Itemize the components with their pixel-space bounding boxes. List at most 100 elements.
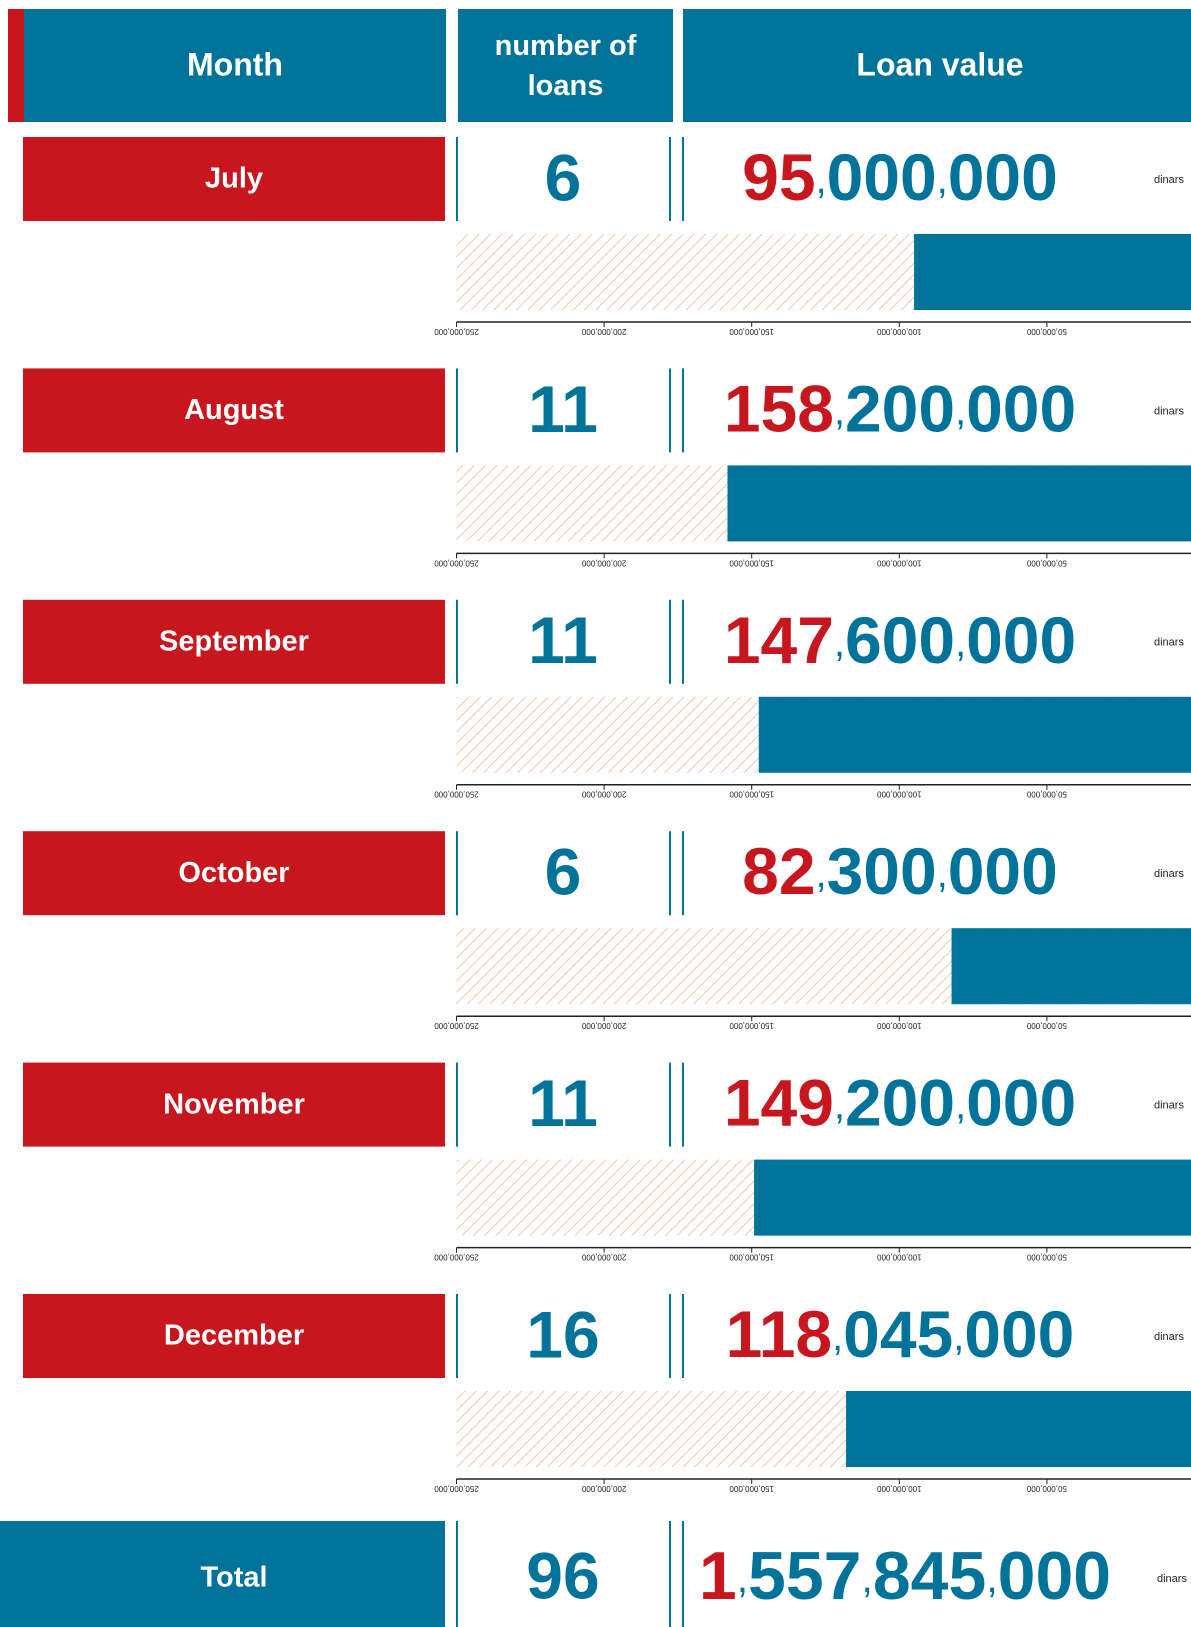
digit-group: 200 <box>845 372 955 446</box>
digit-group: 045 <box>843 1297 953 1371</box>
month-cell <box>23 599 445 684</box>
unit-label: dinars <box>1154 1100 1184 1112</box>
header-cell <box>8 9 446 122</box>
separator: , <box>937 158 948 202</box>
month-label: September <box>159 625 309 657</box>
tick-label: 150,000,000 <box>729 1484 774 1493</box>
header-month: Month <box>187 46 283 82</box>
tick-label: 200,000,000 <box>581 558 626 567</box>
digit-group: 300 <box>827 835 937 909</box>
loan-count: 11 <box>528 372 598 446</box>
tick-label: 250,000,000 <box>434 327 479 336</box>
separator: , <box>737 1555 748 1601</box>
loan-value: 147,600,000 <box>724 603 1076 677</box>
loan-count: 6 <box>545 835 582 909</box>
separator: , <box>986 1555 997 1601</box>
separator: , <box>862 1555 873 1601</box>
header-loans: number of loans <box>494 29 637 102</box>
digit-group: 118 <box>726 1297 832 1371</box>
month-label: August <box>184 394 284 426</box>
tick-label: 100,000,000 <box>877 1021 922 1030</box>
digit-group: 149 <box>724 1066 834 1140</box>
tick-label: 50,000,000 <box>1026 790 1067 799</box>
separator: , <box>955 390 966 434</box>
digit-group: 557 <box>748 1538 861 1614</box>
digit-group: 147 <box>724 603 834 677</box>
month-label: December <box>164 1320 304 1352</box>
digit-group: 845 <box>873 1538 986 1614</box>
bar <box>754 1159 1191 1236</box>
tick-label: 50,000,000 <box>1026 1252 1067 1261</box>
unit-label: dinars <box>1157 1573 1187 1585</box>
digit-group: 000 <box>966 1066 1076 1140</box>
loan-count: 11 <box>528 603 598 677</box>
separator: , <box>953 1315 964 1359</box>
tick-label: 100,000,000 <box>877 558 922 567</box>
month-cell <box>23 1062 445 1147</box>
tick-label: 150,000,000 <box>729 558 774 567</box>
tick-label: 100,000,000 <box>877 790 922 799</box>
loan-count: 6 <box>545 140 582 214</box>
digit-group: 000 <box>964 1297 1074 1371</box>
tick-label: 200,000,000 <box>581 327 626 336</box>
month-label: October <box>178 857 289 889</box>
digit-group: 000 <box>966 603 1076 677</box>
month-cell <box>23 1294 445 1378</box>
loan-value: 95,000,000 <box>742 140 1058 214</box>
total-count: 96 <box>526 1538 599 1612</box>
loan-value: 149,200,000 <box>724 1066 1076 1140</box>
tick-label: 100,000,000 <box>877 327 922 336</box>
header-cell <box>683 9 1191 122</box>
separator: , <box>955 621 966 665</box>
bar <box>727 465 1191 542</box>
tick-label: 250,000,000 <box>434 1021 479 1030</box>
bar <box>758 696 1191 773</box>
separator: , <box>816 158 827 202</box>
separator: , <box>832 1315 843 1359</box>
digit-group: 95 <box>742 140 815 214</box>
loan-value: 1,557,845,000 <box>699 1538 1111 1614</box>
unit-label: dinars <box>1154 1331 1184 1343</box>
total-cell <box>0 1521 445 1627</box>
digit-group: 82 <box>742 835 815 909</box>
unit-label: dinars <box>1154 868 1184 880</box>
digit-group: 600 <box>845 603 955 677</box>
separator: , <box>816 853 827 897</box>
tick-label: 150,000,000 <box>729 327 774 336</box>
header-cell <box>458 9 673 122</box>
digit-group: 158 <box>724 372 834 446</box>
tick-label: 150,000,000 <box>729 1021 774 1030</box>
tick-label: 250,000,000 <box>434 1252 479 1261</box>
tick-label: 50,000,000 <box>1026 1021 1067 1030</box>
digit-group: 000 <box>966 372 1076 446</box>
digit-group: 1 <box>699 1538 737 1614</box>
loan-value: 118,045,000 <box>726 1297 1075 1371</box>
total-label: Total <box>200 1562 267 1594</box>
tick-label: 200,000,000 <box>581 1252 626 1261</box>
separator: , <box>834 621 845 665</box>
month-label: November <box>163 1088 305 1120</box>
tick-label: 250,000,000 <box>434 790 479 799</box>
tick-label: 250,000,000 <box>434 1484 479 1493</box>
month-cell <box>23 831 445 916</box>
tick-label: 50,000,000 <box>1026 327 1067 336</box>
tick-label: 100,000,000 <box>877 1484 922 1493</box>
digit-group: 000 <box>998 1538 1111 1614</box>
tick-label: 100,000,000 <box>877 1252 922 1261</box>
digit-group: 000 <box>948 835 1058 909</box>
bar <box>846 1391 1191 1467</box>
digit-group: 000 <box>948 140 1058 214</box>
loan-value: 158,200,000 <box>724 372 1076 446</box>
unit-label: dinars <box>1154 637 1184 649</box>
tick-label: 50,000,000 <box>1026 1484 1067 1493</box>
tick-label: 150,000,000 <box>729 1252 774 1261</box>
tick-label: 200,000,000 <box>581 1484 626 1493</box>
header-stripe <box>8 9 24 122</box>
month-label: July <box>205 163 263 195</box>
separator: , <box>834 1084 845 1128</box>
unit-label: dinars <box>1154 174 1184 186</box>
digit-group: 200 <box>845 1066 955 1140</box>
month-cell <box>23 137 445 221</box>
loan-count: 11 <box>528 1066 598 1140</box>
